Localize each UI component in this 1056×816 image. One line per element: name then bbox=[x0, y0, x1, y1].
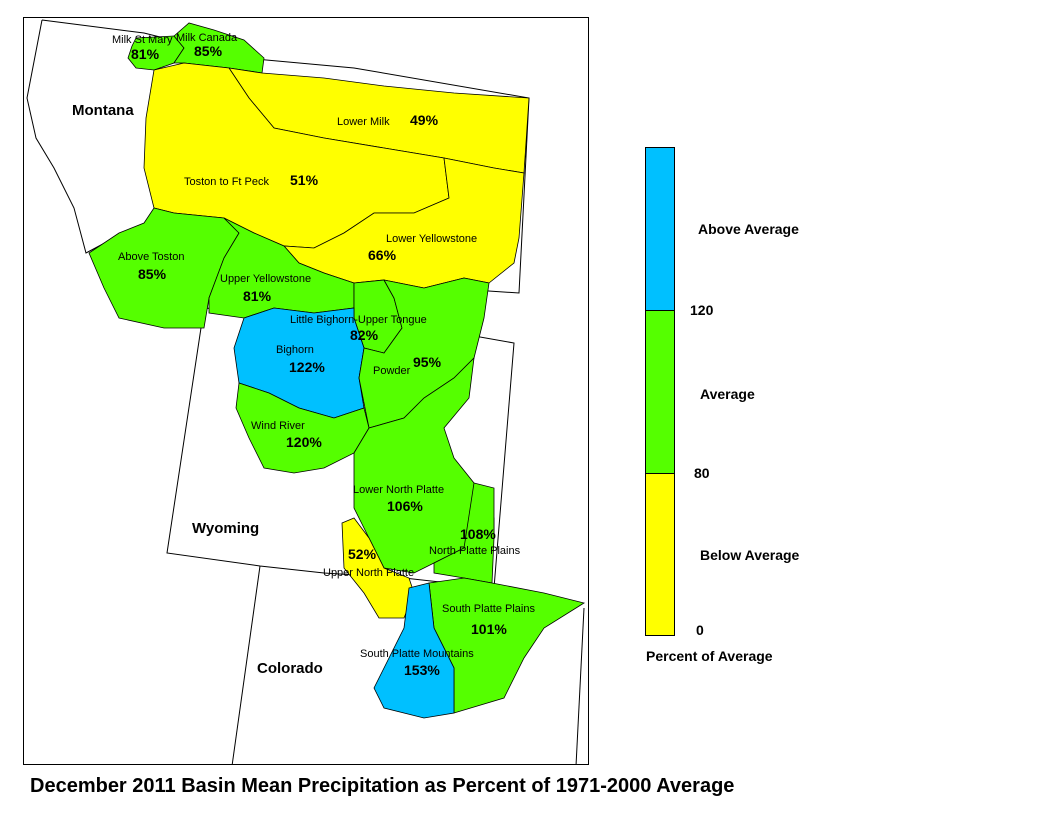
basin-pct: 101% bbox=[471, 621, 507, 637]
basin-name: Upper North Platte bbox=[323, 567, 414, 579]
basin-name: Above Toston bbox=[118, 251, 184, 263]
basin-name: Powder bbox=[373, 365, 411, 377]
basin-pct: 66% bbox=[368, 247, 397, 263]
basin-pct: 106% bbox=[387, 498, 423, 514]
basin-name: Lower Milk bbox=[337, 116, 390, 128]
basin-map: Montana Wyoming Colorado Milk St Mary 81… bbox=[26, 19, 586, 764]
legend-swatch-below bbox=[645, 473, 675, 636]
basin-name: South Platte Mountains bbox=[360, 648, 474, 660]
basin-south-platte-mountains[interactable] bbox=[373, 582, 455, 719]
basin-name: Bighorn bbox=[276, 344, 314, 356]
colorado-outline bbox=[231, 565, 261, 764]
basin-pct: 82% bbox=[350, 327, 379, 343]
legend-below-label: Below Average bbox=[700, 547, 800, 563]
basin-name: Milk Canada bbox=[176, 32, 238, 44]
basin-name: Lower Yellowstone bbox=[386, 233, 477, 245]
legend-swatch-average bbox=[645, 310, 675, 474]
state-label-colorado: Colorado bbox=[257, 660, 323, 677]
basin-name: Toston to Ft Peck bbox=[184, 176, 269, 188]
basin-pct: 52% bbox=[348, 546, 377, 562]
basin-pct: 108% bbox=[460, 526, 496, 542]
state-label-montana: Montana bbox=[72, 102, 134, 119]
legend-swatch-above bbox=[645, 147, 675, 311]
basin-pct: 49% bbox=[410, 112, 439, 128]
basin-name: Wind River bbox=[251, 420, 305, 432]
state-label-wyoming: Wyoming bbox=[192, 520, 259, 537]
basin-name: North Platte Plains bbox=[429, 545, 521, 557]
basin-name: Lower North Platte bbox=[353, 484, 444, 496]
basin-pct: 153% bbox=[404, 662, 440, 678]
map-title: December 2011 Basin Mean Precipitation a… bbox=[30, 775, 735, 797]
basin-pct: 85% bbox=[138, 266, 167, 282]
basin-pct: 95% bbox=[413, 354, 442, 370]
legend-caption: Percent of Average bbox=[646, 648, 773, 664]
legend-tick-0: 0 bbox=[696, 622, 704, 638]
legend-above-label: Above Average bbox=[698, 221, 799, 237]
basin-pct: 81% bbox=[243, 288, 272, 304]
colorado-east-outline bbox=[575, 607, 585, 764]
basin-pct: 81% bbox=[131, 46, 160, 62]
basin-name: Milk St Mary bbox=[112, 34, 173, 46]
legend-average-label: Average bbox=[700, 386, 755, 402]
map-panel: Montana Wyoming Colorado Milk St Mary 81… bbox=[23, 17, 589, 765]
legend-tick-120: 120 bbox=[690, 302, 714, 318]
legend-tick-80: 80 bbox=[694, 465, 710, 481]
basin-name: South Platte Plains bbox=[442, 603, 535, 615]
basin-pct: 51% bbox=[290, 172, 319, 188]
basin-pct: 122% bbox=[289, 359, 325, 375]
basin-name: Little Bighorn-Upper Tongue bbox=[290, 314, 427, 326]
basin-pct: 120% bbox=[286, 434, 322, 450]
basin-pct: 85% bbox=[194, 43, 223, 59]
basin-name: Upper Yellowstone bbox=[220, 273, 311, 285]
